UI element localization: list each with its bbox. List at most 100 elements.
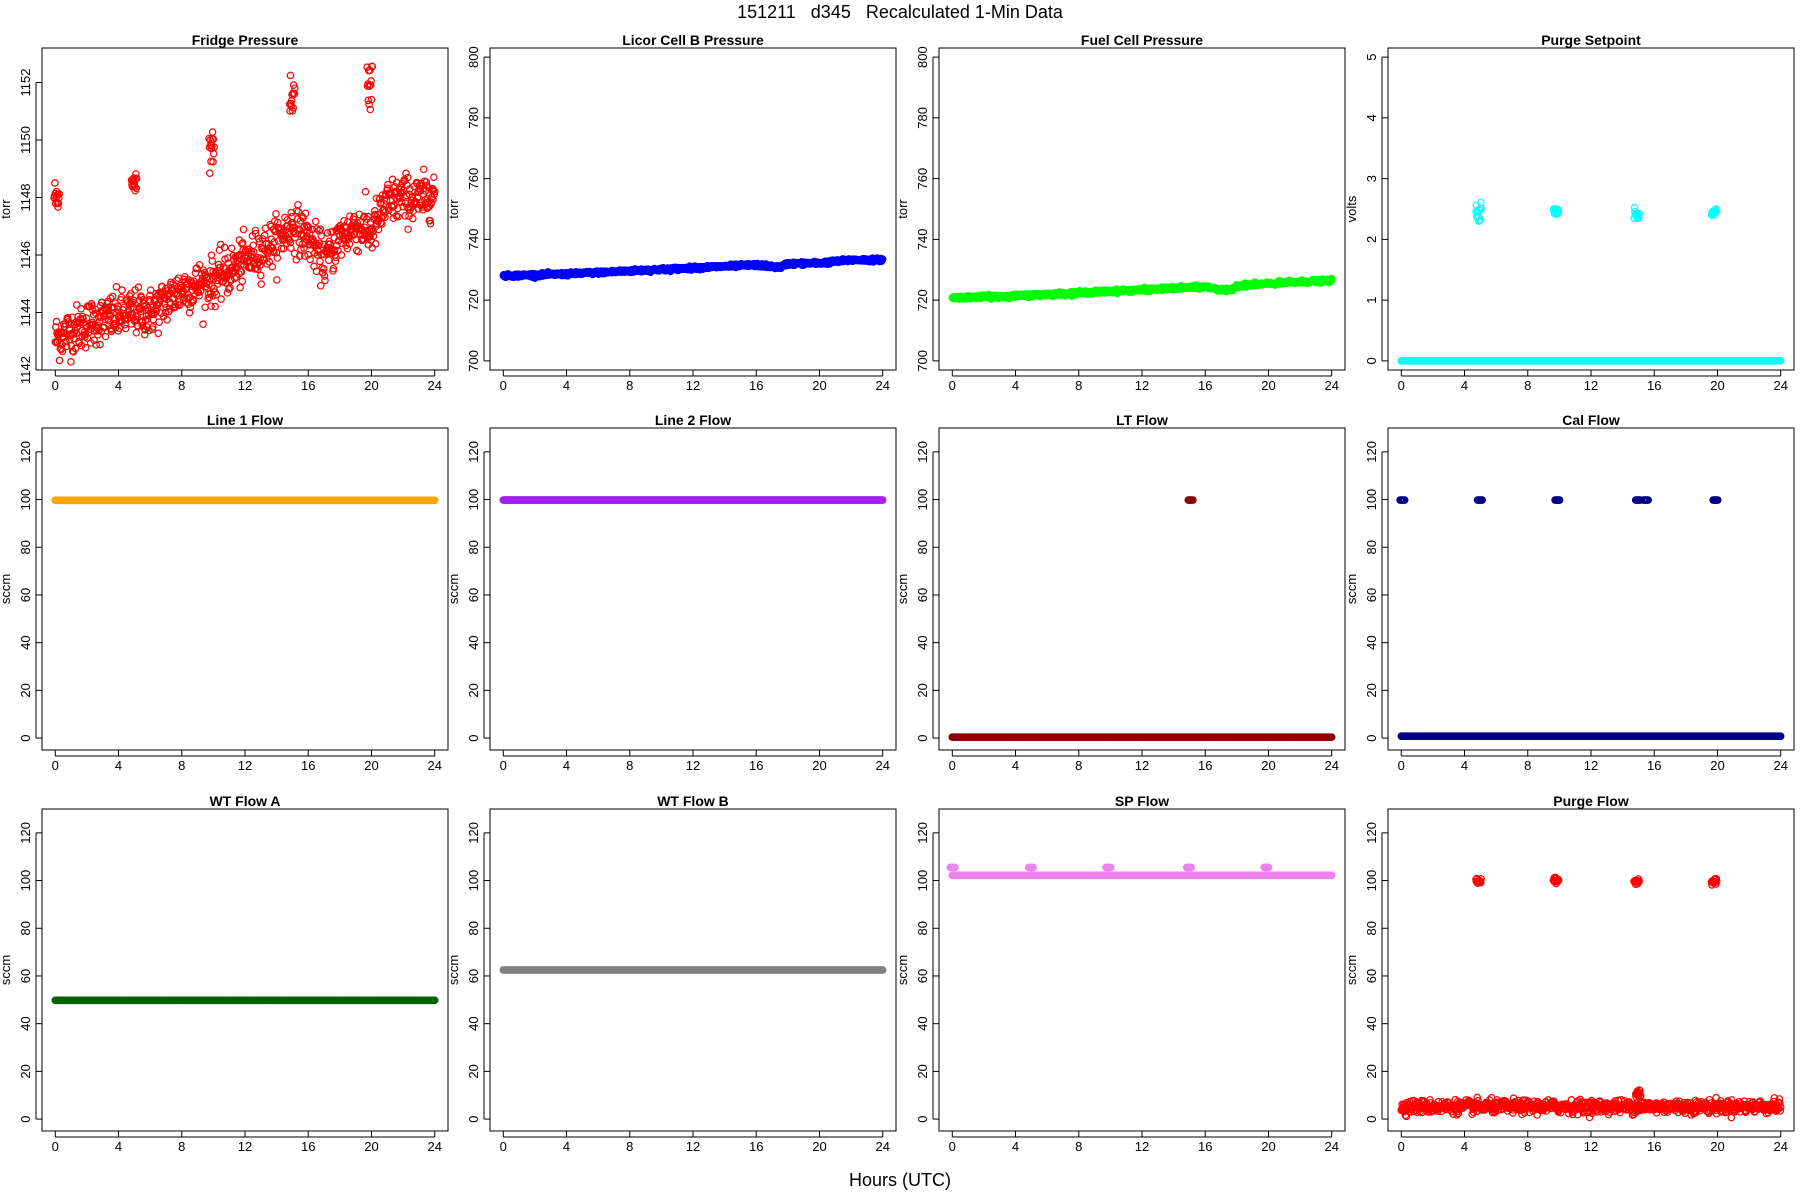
data-point [295, 252, 304, 260]
x-tick-label: 4 [115, 758, 122, 773]
data-point [257, 271, 265, 280]
x-tick-label: 16 [301, 758, 315, 773]
data-point [205, 293, 214, 302]
data-point [1553, 210, 1562, 218]
x-tick-label: 16 [1198, 758, 1212, 773]
data-point [224, 285, 233, 293]
data-point [257, 280, 266, 288]
y-tick-label: 720 [915, 289, 930, 311]
data-point [155, 318, 163, 326]
y-tick-label: 40 [18, 635, 33, 649]
data-point [128, 298, 137, 307]
y-tick-label: 780 [915, 107, 930, 129]
data-point [220, 243, 229, 252]
data-point [121, 324, 130, 333]
y-axis-label: sccm [895, 574, 910, 604]
panel-title: LT Flow [1116, 412, 1168, 428]
data-point [201, 303, 209, 312]
y-tick-label: 80 [466, 540, 481, 554]
data-point [227, 244, 236, 253]
x-tick-label: 20 [364, 378, 378, 393]
data-point [316, 257, 324, 266]
data-point [291, 233, 299, 242]
x-tick-label: 4 [563, 378, 570, 393]
data-point [323, 229, 332, 237]
data-point [55, 356, 64, 365]
y-tick-label: 3 [1364, 175, 1379, 182]
data-point [77, 341, 86, 350]
y-tick-label: 60 [18, 588, 33, 602]
data-point [1635, 213, 1643, 222]
data-point [401, 199, 410, 207]
data-point [286, 71, 295, 80]
data-point [51, 179, 59, 187]
data-point [280, 235, 289, 243]
data-point [430, 187, 439, 196]
data-point [313, 225, 321, 233]
data-point [108, 292, 117, 301]
y-tick-label: 80 [18, 540, 33, 554]
y-tick-label: 1152 [18, 69, 33, 97]
data-point [384, 180, 392, 189]
data-point [331, 257, 340, 265]
x-tick-label: 4 [1461, 378, 1468, 393]
data-point [91, 305, 100, 314]
data-point [291, 84, 299, 92]
x-tick-label: 4 [115, 378, 122, 393]
plot-frame [41, 427, 449, 751]
data-points [1397, 198, 1785, 365]
data-point [273, 276, 281, 284]
y-tick-label: 100 [18, 489, 33, 511]
panel-title: Cal Flow [1562, 412, 1620, 428]
data-point [367, 95, 376, 104]
x-tick-label: 0 [52, 378, 59, 393]
x-tick-label: 20 [812, 758, 826, 773]
data-point [52, 317, 61, 326]
data-point [132, 174, 141, 183]
y-tick-label: 0 [1364, 357, 1379, 364]
x-tick-label: 24 [1324, 378, 1338, 393]
x-tick-label: 8 [1075, 378, 1082, 393]
data-point [92, 341, 101, 349]
data-point [134, 283, 143, 291]
data-point [226, 284, 234, 292]
data-point [1712, 207, 1721, 216]
panel-title: Fuel Cell Pressure [1081, 32, 1203, 48]
data-point [77, 304, 85, 313]
data-point [199, 320, 207, 329]
data-point [382, 197, 391, 205]
y-tick-label: 20 [18, 683, 33, 697]
data-point [279, 244, 288, 253]
y-axis-label: torr [0, 199, 13, 219]
data-point [82, 314, 91, 322]
data-point [1477, 204, 1485, 213]
data-point [202, 273, 211, 282]
data-point [55, 194, 63, 203]
data-points [948, 274, 1336, 303]
data-point [90, 336, 98, 345]
data-point [312, 239, 320, 247]
y-tick-label: 800 [466, 46, 481, 68]
data-point [136, 307, 145, 316]
data-point [211, 302, 220, 311]
data-point [79, 314, 87, 323]
y-tick-label: 40 [466, 635, 481, 649]
data-point [81, 343, 90, 352]
data-points [499, 254, 887, 283]
y-tick-label: 1144 [18, 299, 33, 327]
data-point [268, 262, 277, 271]
y-tick-label: 780 [466, 107, 481, 129]
data-point [366, 105, 375, 114]
data-point [256, 261, 264, 270]
data-point [131, 175, 140, 184]
panel-title: Licor Cell B Pressure [622, 32, 764, 48]
data-point [154, 329, 163, 338]
data-point [365, 82, 374, 91]
data-point [234, 251, 243, 260]
data-point [320, 272, 329, 280]
data-point [401, 211, 409, 220]
